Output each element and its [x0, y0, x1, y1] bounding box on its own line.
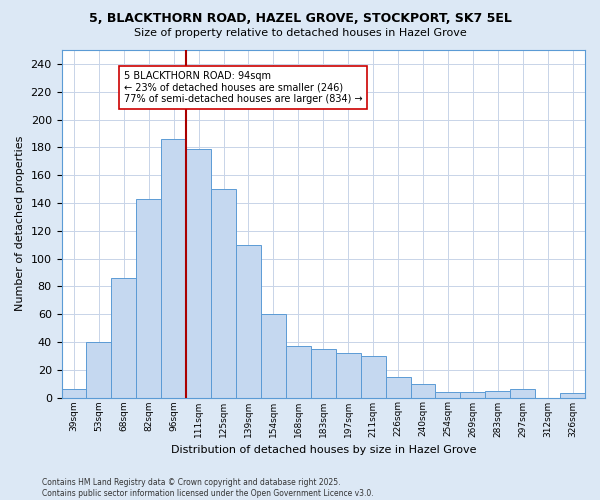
Bar	[560, 394, 585, 398]
Bar	[386, 376, 410, 398]
Bar	[211, 189, 236, 398]
Text: 5, BLACKTHORN ROAD, HAZEL GROVE, STOCKPORT, SK7 5EL: 5, BLACKTHORN ROAD, HAZEL GROVE, STOCKPO…	[89, 12, 511, 26]
Y-axis label: Number of detached properties: Number of detached properties	[15, 136, 25, 312]
Text: Size of property relative to detached houses in Hazel Grove: Size of property relative to detached ho…	[134, 28, 466, 38]
Bar	[361, 356, 386, 398]
Bar	[410, 384, 436, 398]
Text: 5 BLACKTHORN ROAD: 94sqm
← 23% of detached houses are smaller (246)
77% of semi-: 5 BLACKTHORN ROAD: 94sqm ← 23% of detach…	[124, 71, 362, 104]
Bar	[161, 139, 186, 398]
Bar	[62, 389, 86, 398]
Bar	[136, 198, 161, 398]
Bar	[186, 148, 211, 398]
Bar	[336, 353, 361, 398]
Bar	[112, 278, 136, 398]
Bar	[286, 346, 311, 398]
Bar	[311, 349, 336, 398]
Bar	[485, 390, 510, 398]
Bar	[460, 392, 485, 398]
Bar	[261, 314, 286, 398]
Bar	[236, 244, 261, 398]
Bar	[436, 392, 460, 398]
Bar	[510, 389, 535, 398]
Text: Contains HM Land Registry data © Crown copyright and database right 2025.
Contai: Contains HM Land Registry data © Crown c…	[42, 478, 374, 498]
X-axis label: Distribution of detached houses by size in Hazel Grove: Distribution of detached houses by size …	[170, 445, 476, 455]
Bar	[86, 342, 112, 398]
